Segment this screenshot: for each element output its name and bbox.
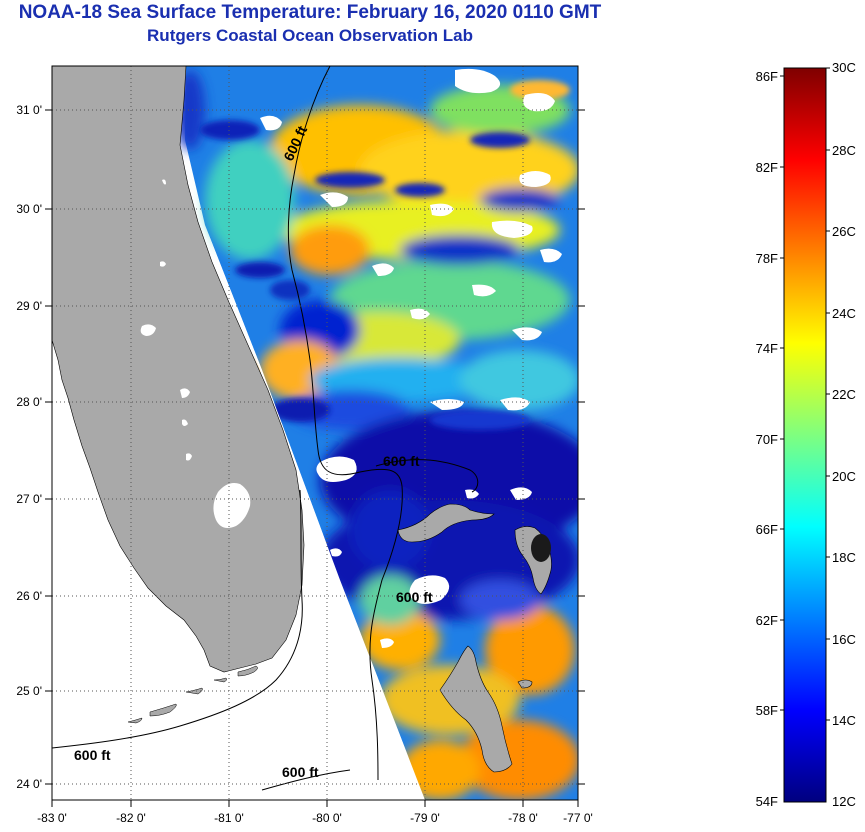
colorbar-c-label: 20C — [832, 469, 856, 484]
lon-label: -81 0' — [214, 811, 244, 825]
lon-label: -79 0' — [410, 811, 440, 825]
colorbar-f-label: 86F — [756, 69, 778, 84]
colorbar-c-label: 24C — [832, 306, 856, 321]
colorbar-ticks — [780, 67, 830, 721]
map-title: NOAA-18 Sea Surface Temperature: Februar… — [18, 2, 602, 23]
lat-label: 27 0' — [16, 492, 42, 506]
lat-label: 24 0' — [16, 777, 42, 791]
colorbar-c-label: 14C — [832, 713, 856, 728]
colorbar-f-label: 78F — [756, 251, 778, 266]
colorbar-c-label: 12C — [832, 794, 856, 809]
map-panel — [52, 66, 578, 800]
colorbar-f-label: 54F — [756, 794, 778, 809]
florida-keys — [127, 665, 258, 724]
colorbar-c-label: 30C — [832, 60, 856, 75]
isobath-600ft — [52, 66, 479, 791]
lon-label: -83 0' — [37, 811, 67, 825]
map-subtitle: Rutgers Coastal Ocean Observation Lab — [147, 26, 473, 45]
lat-label: 31 0' — [16, 103, 42, 117]
lat-label: 30 0' — [16, 202, 42, 216]
lon-label: -80 0' — [312, 811, 342, 825]
colorbar-f-label: 66F — [756, 522, 778, 537]
lon-label: -77 0' — [563, 811, 593, 825]
colorbar-c-label: 28C — [832, 143, 856, 158]
lon-label: -78 0' — [508, 811, 538, 825]
andros-dark — [531, 534, 551, 562]
map-ticks — [45, 109, 585, 807]
cloud-mask — [260, 68, 562, 648]
colorbar-f-label: 82F — [756, 160, 778, 175]
colorbar-f-label: 70F — [756, 432, 778, 447]
colorbar-f-label: 58F — [756, 703, 778, 718]
isobath-label: 600 ft — [74, 747, 111, 763]
sst-field — [175, 70, 578, 800]
colorbar-f-label: 62F — [756, 613, 778, 628]
isobath-label: 600 ft — [383, 453, 420, 469]
lat-label: 29 0' — [16, 299, 42, 313]
isobath-label: 600 ft — [396, 589, 433, 605]
lat-label: 25 0' — [16, 684, 42, 698]
data-gap — [205, 225, 425, 800]
colorbar-c-label: 16C — [832, 632, 856, 647]
lat-label: 28 0' — [16, 395, 42, 409]
lon-label: -82 0' — [116, 811, 146, 825]
colorbar — [783, 67, 827, 803]
florida-lakes — [140, 179, 251, 528]
colorbar-c-label: 26C — [832, 224, 856, 239]
colorbar-f-label: 74F — [756, 341, 778, 356]
colorbar-c-label: 22C — [832, 387, 856, 402]
lat-label: 26 0' — [16, 589, 42, 603]
isobath-label: 600 ft — [282, 764, 319, 780]
map-frame — [51, 65, 579, 801]
colorbar-c-label: 18C — [832, 550, 856, 565]
